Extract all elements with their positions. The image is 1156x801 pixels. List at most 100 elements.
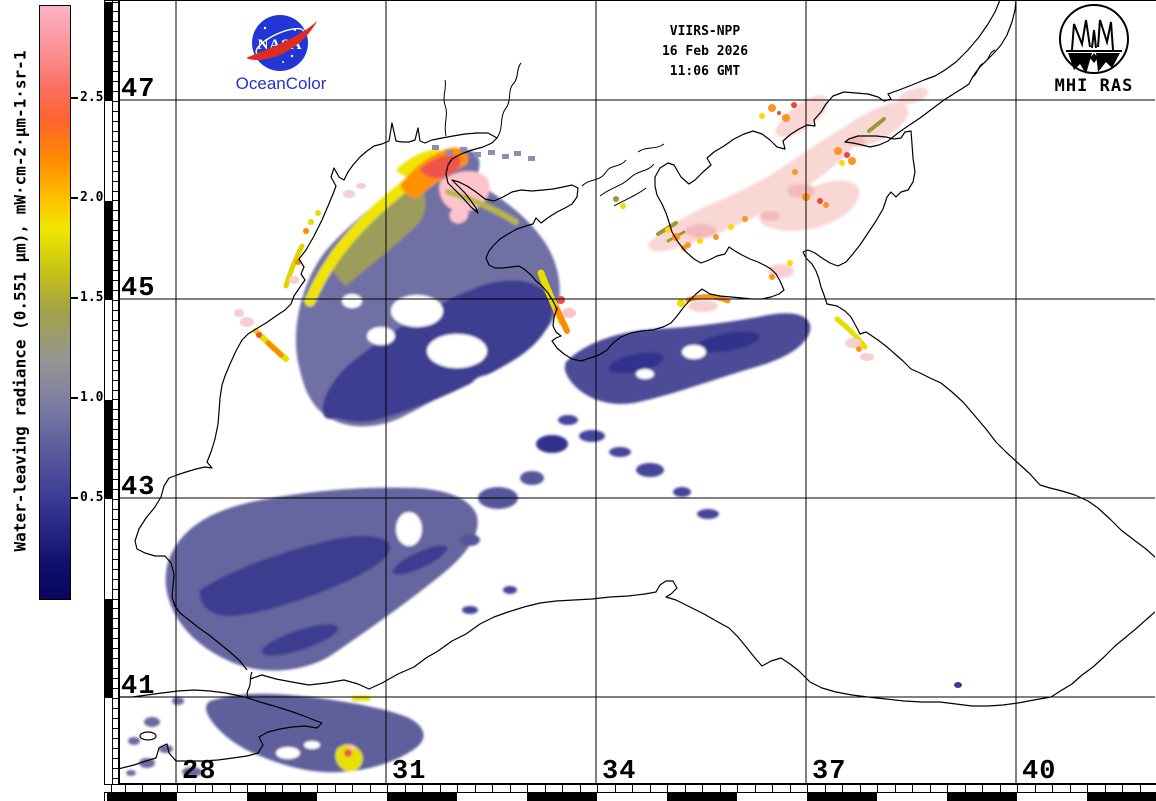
lat-ruler-tick [113, 608, 119, 609]
lat-ruler-tick [113, 718, 119, 719]
lon-ruler-tick [282, 785, 283, 792]
lat-ruler-tick [113, 778, 119, 779]
lat-ruler-tick [113, 370, 119, 371]
graticule [118, 0, 1155, 783]
lon-ruler-tick [790, 785, 791, 792]
lat-ruler-tick [113, 300, 119, 301]
lat-ruler-tick [113, 708, 119, 709]
lon-label: 28 [182, 757, 217, 787]
lon-ruler-tick [825, 785, 826, 792]
lon-ruler-tick [335, 785, 336, 792]
lat-ruler-tick [113, 399, 119, 400]
lon-ruler-tick [1105, 785, 1106, 792]
lat-ruler-tick [113, 131, 119, 132]
lat-ruler-segment [105, 499, 112, 599]
lon-ruler-tick [352, 785, 353, 792]
lat-ruler-tick [113, 688, 119, 689]
latitude-ruler-fine [112, 0, 120, 785]
lat-ruler-tick [113, 678, 119, 679]
lon-ruler-tick [667, 785, 668, 792]
lon-ruler-tick [1122, 785, 1123, 792]
lon-ruler-segment [457, 793, 527, 801]
lon-ruler-tick [580, 785, 581, 792]
lon-ruler-tick [772, 785, 773, 792]
lat-ruler-tick [113, 191, 119, 192]
lat-ruler-tick [113, 539, 119, 540]
lon-ruler-tick [440, 785, 441, 792]
lon-ruler-tick [387, 785, 388, 792]
lat-ruler-tick [113, 61, 119, 62]
lat-label: 43 [121, 473, 156, 503]
lat-ruler-tick [113, 240, 119, 241]
lon-ruler-tick [405, 785, 406, 792]
lon-ruler-tick [527, 785, 528, 792]
lon-label: 40 [1022, 757, 1057, 787]
lat-ruler-tick [113, 71, 119, 72]
lat-label: 41 [121, 672, 156, 702]
lon-ruler-segment [947, 793, 1017, 801]
oceancolor-wordmark: OceanColor [235, 74, 327, 93]
colorbar-tick [71, 197, 78, 199]
lon-ruler-tick [230, 785, 231, 792]
lon-ruler-segment [1087, 793, 1156, 801]
lat-ruler-tick [113, 171, 119, 172]
lon-ruler-tick [457, 785, 458, 792]
lon-ruler-tick [860, 785, 861, 792]
lon-ruler-tick [912, 785, 913, 792]
colorbar-tick [71, 497, 78, 499]
lat-ruler-tick [113, 668, 119, 669]
lon-ruler-segment [597, 793, 667, 801]
lon-ruler-tick [1087, 785, 1088, 792]
lon-ruler-tick [1070, 785, 1071, 792]
lat-ruler-tick [113, 758, 119, 759]
lon-ruler-tick [720, 785, 721, 792]
colorbar-tick [71, 97, 78, 99]
lon-ruler-tick [1000, 785, 1001, 792]
lon-ruler-segment [527, 793, 597, 801]
lat-ruler-tick [113, 290, 119, 291]
lat-ruler-tick [113, 250, 119, 251]
lat-ruler-tick [113, 91, 119, 92]
lon-ruler-tick [422, 785, 423, 792]
lat-ruler-segment [105, 698, 112, 784]
lat-ruler-tick [113, 350, 119, 351]
lat-ruler-tick [113, 210, 119, 211]
lat-ruler-tick [113, 101, 119, 102]
lon-ruler-tick [1017, 785, 1018, 792]
lon-ruler-tick [247, 785, 248, 792]
scene-info: VIIRS-NPP 16 Feb 2026 11:06 GMT [600, 22, 810, 82]
lon-ruler-tick [1052, 785, 1053, 792]
colorbar-tick-label: 2.5 [80, 90, 104, 105]
lat-ruler-tick [113, 429, 119, 430]
lat-ruler-tick [113, 409, 119, 410]
colorbar-tick-label: 1.0 [80, 390, 104, 405]
lon-ruler-segment [177, 793, 247, 801]
lat-ruler-tick [113, 81, 119, 82]
lat-ruler-tick [113, 479, 119, 480]
lon-ruler-segment [667, 793, 737, 801]
lon-ruler-tick [615, 785, 616, 792]
lat-ruler-tick [113, 41, 119, 42]
lon-ruler-tick [702, 785, 703, 792]
lat-ruler-tick [113, 589, 119, 590]
lat-ruler-tick [113, 340, 119, 341]
lat-ruler-tick [113, 310, 119, 311]
lon-ruler-segment [107, 793, 177, 801]
longitude-ruler-bar [104, 792, 1156, 801]
lat-ruler-tick [113, 280, 119, 281]
lon-ruler-tick [195, 785, 196, 792]
lat-ruler-tick [113, 469, 119, 470]
radiance-colorbar [39, 5, 71, 600]
lat-ruler-tick [113, 569, 119, 570]
lat-ruler-tick [113, 121, 119, 122]
lon-ruler-tick [947, 785, 948, 792]
lon-ruler-tick [1035, 785, 1036, 792]
lat-ruler-tick [113, 499, 119, 500]
lon-ruler-tick [755, 785, 756, 792]
lat-ruler-tick [113, 181, 119, 182]
lat-ruler-tick [113, 330, 119, 331]
lon-ruler-tick [265, 785, 266, 792]
lon-ruler-segment [1017, 793, 1087, 801]
lat-ruler-tick [113, 111, 119, 112]
